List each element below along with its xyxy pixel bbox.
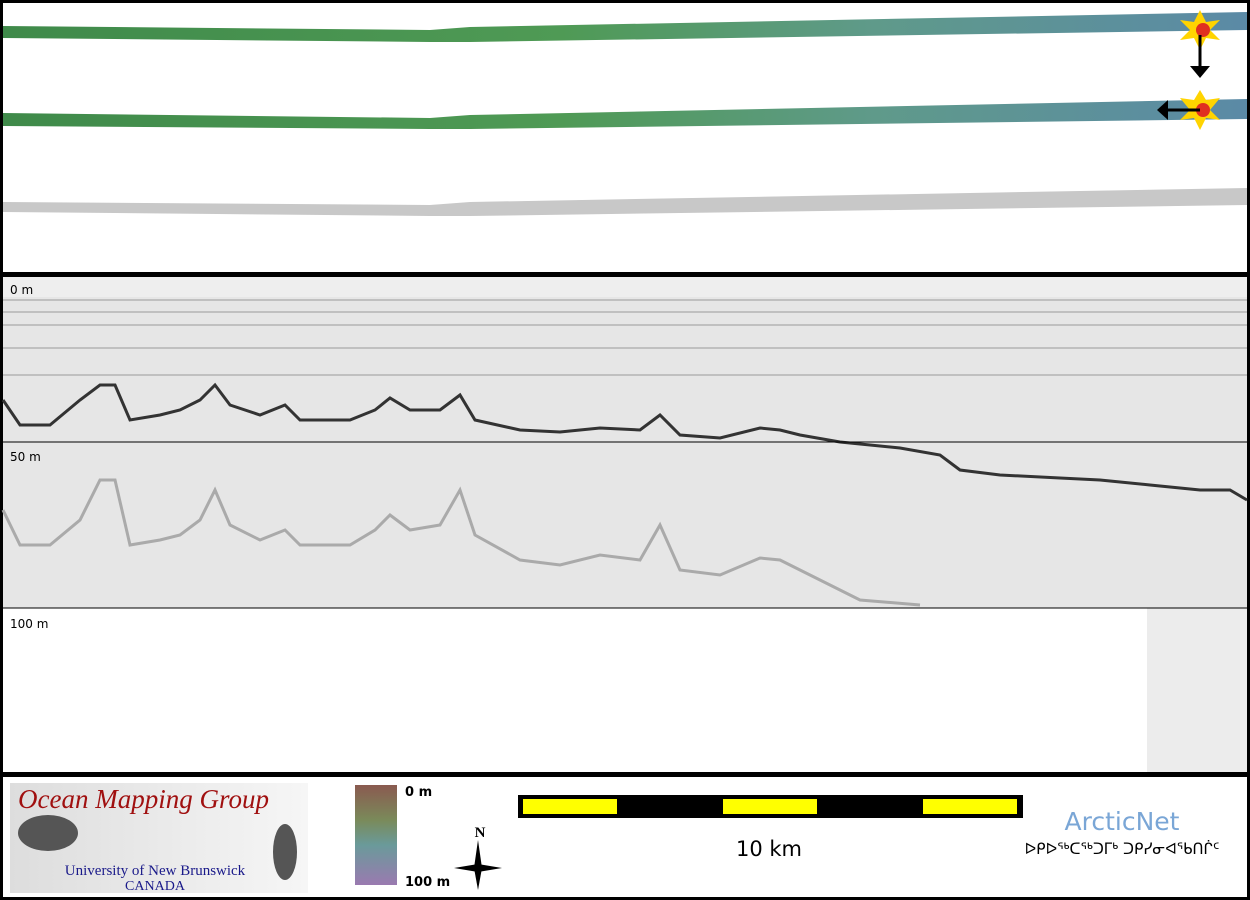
water-column-lines <box>3 299 1247 376</box>
depth-label: 50 m <box>10 450 41 464</box>
logo-university: University of New Brunswick <box>65 863 246 879</box>
north-arrow <box>454 840 502 890</box>
logo-graphic <box>18 815 78 851</box>
map-panel <box>3 3 1247 272</box>
logo-country: CANADA <box>125 879 186 894</box>
colorbar-label: 0 m <box>405 785 432 800</box>
depth-label: 0 m <box>10 283 33 297</box>
sonar-image <box>3 297 1247 608</box>
colorbar-label: 100 m <box>405 875 450 890</box>
multiple-echo <box>1 478 921 607</box>
sonar-header <box>3 277 1247 297</box>
scale-label: 10 km <box>736 837 802 861</box>
colorbar <box>355 785 397 885</box>
seabed-profile <box>1 382 1248 502</box>
sidescan-strip <box>3 188 1247 216</box>
event-markers <box>1157 10 1220 130</box>
backscatter-strip <box>3 99 1247 129</box>
depth-label: 100 m <box>10 617 48 631</box>
north-label: N <box>475 825 486 841</box>
scale-bar <box>518 795 1023 818</box>
logo-graphic <box>273 824 297 880</box>
logo-title: Ocean Mapping Group <box>18 784 269 814</box>
sonar-image <box>1147 608 1247 772</box>
partner-syllabics: ᐅᑭᐅᖅᑕᖅᑐᒥᒃ ᑐᑭᓯᓂᐊᖃᑎᒌᑦ <box>1025 840 1220 858</box>
partner-name: ArcticNet <box>1065 807 1180 836</box>
backscatter-strip <box>3 12 1247 42</box>
